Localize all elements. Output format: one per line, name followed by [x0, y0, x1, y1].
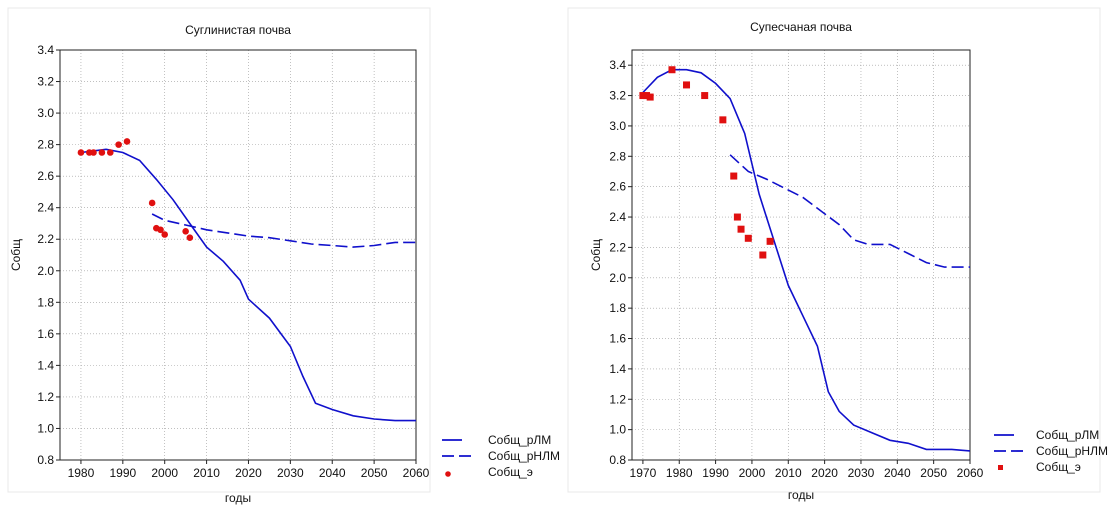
y-tick-label-3: 1.4	[609, 362, 626, 376]
y-tick-label-11: 3.0	[37, 106, 54, 120]
series-собщ-э-point-0	[77, 149, 85, 156]
x-tick-label-3: 2010	[193, 466, 220, 480]
x-tick-label-2: 1990	[702, 466, 729, 480]
legend: Собщ_рЛМ Собщ_рНЛМ Собщ_э	[442, 433, 560, 479]
y-axis-label: Собщ	[9, 239, 23, 271]
series-собщ-э-point-4	[106, 149, 114, 156]
legend-swatch-2	[445, 471, 451, 477]
series-собщ-рнлм-line	[151, 213, 416, 248]
x-axis-label: годы	[225, 491, 251, 505]
x-tick-label-4: 2010	[775, 466, 802, 480]
y-tick-label-6: 2.0	[37, 264, 54, 278]
y-tick-label-5: 1.8	[37, 295, 54, 309]
x-tick-label-2: 2000	[151, 466, 178, 480]
series-собщ-э-point-7	[730, 172, 738, 180]
x-tick-label-1: 1980	[666, 466, 693, 480]
series-собщ-э-point-9	[737, 225, 745, 233]
series-собщ-э-point-9	[157, 226, 164, 234]
series-собщ-э-point-4	[683, 81, 691, 89]
plot-area	[632, 50, 970, 460]
series-собщ-э-point-2	[90, 149, 97, 156]
legend-label-2: Собщ_э	[1036, 460, 1081, 474]
y-tick-label-9: 2.6	[37, 169, 54, 183]
y-tick-label-13: 3.4	[37, 43, 54, 57]
legend-label-0: Собщ_рЛМ	[488, 433, 551, 447]
y-tick-label-4: 1.6	[609, 332, 626, 346]
chart-title: Суглинистая почва	[185, 23, 291, 37]
y-tick-label-0: 0.8	[37, 453, 54, 467]
y-tick-label-10: 2.8	[37, 138, 54, 152]
series-собщ-э-point-10	[744, 234, 752, 242]
y-tick-label-12: 3.2	[609, 89, 626, 103]
series-собщ-э-point-5	[115, 141, 122, 148]
y-tick-label-7: 2.2	[609, 240, 626, 254]
plot-border	[631, 49, 971, 461]
x-tick-label-7: 2040	[884, 466, 911, 480]
x-tick-label-6: 2030	[848, 466, 875, 480]
series-собщ-э-point-3	[98, 149, 106, 156]
x-tick-label-5: 2030	[277, 466, 304, 480]
x-tick-label-6: 2040	[319, 466, 346, 480]
legend-label-1: Собщ_рНЛМ	[488, 449, 560, 463]
x-tick-label-0: 1980	[68, 466, 95, 480]
plot-border	[59, 49, 417, 461]
y-tick-label-4: 1.6	[37, 327, 54, 341]
legend: Собщ_рЛМ Собщ_рНЛМ Собщ_э	[994, 428, 1108, 474]
series-собщ-э-point-12	[766, 237, 774, 245]
y-tick-label-2: 1.2	[37, 390, 54, 404]
series-собщ-э-point-0	[639, 92, 647, 100]
y-tick-label-5: 1.8	[609, 301, 626, 315]
y-tick-label-13: 3.4	[609, 58, 626, 72]
series-собщ-э-point-6	[123, 138, 131, 145]
x-tick-label-0: 1970	[630, 466, 657, 480]
series-собщ-э-point-11	[759, 251, 767, 259]
series-собщ-э-point-10	[161, 231, 169, 238]
x-tick-label-4: 2020	[235, 466, 262, 480]
x-tick-label-8: 2050	[920, 466, 947, 480]
y-tick-label-9: 2.6	[609, 180, 626, 194]
y-axis-label: Собщ	[589, 239, 603, 271]
series-собщ-э-point-5	[701, 92, 709, 100]
y-tick-label-3: 1.4	[37, 358, 54, 372]
x-tick-label-3: 2000	[739, 466, 766, 480]
x-tick-label-7: 2050	[361, 466, 388, 480]
series-собщ-э-point-1	[643, 92, 651, 100]
chart-panel-1: 1980 1990 2000 2010 2020 2030 2040 2050 2060 0.8 1…	[7, 7, 560, 505]
x-axis-label: годы	[788, 488, 814, 502]
series-собщ-э-point-3	[668, 66, 676, 74]
y-tick-label-11: 3.0	[609, 119, 626, 133]
x-tick-label-5: 2020	[811, 466, 838, 480]
y-tick-label-10: 2.8	[609, 149, 626, 163]
y-tick-label-8: 2.4	[37, 201, 54, 215]
x-tick-label-1: 1990	[109, 466, 136, 480]
y-tick-label-0: 0.8	[609, 453, 626, 467]
series-собщ-рлм-line	[642, 68, 970, 452]
y-tick-label-12: 3.2	[37, 75, 54, 89]
series-собщ-э-point-8	[733, 213, 741, 221]
legend-swatch-2	[998, 465, 1003, 470]
y-tick-label-8: 2.4	[609, 210, 626, 224]
series-собщ-э-point-11	[182, 228, 189, 235]
series-собщ-э-point-6	[719, 116, 727, 124]
x-tick-label-9: 2060	[957, 466, 984, 480]
y-tick-label-1: 1.0	[609, 423, 626, 437]
chart-panel-2: 1970 1980 1990 2000 2010 2020 2030 2040 2050 2060…	[567, 7, 1108, 502]
series-собщ-э-point-7	[148, 199, 156, 207]
series-собщ-рлм-line	[80, 148, 416, 422]
series-собщ-рнлм-line	[729, 154, 970, 268]
y-tick-label-1: 1.0	[37, 421, 54, 435]
y-tick-label-2: 1.2	[609, 392, 626, 406]
legend-label-1: Собщ_рНЛМ	[1036, 444, 1108, 458]
chart-title: Супесчаная почва	[750, 20, 852, 34]
series-собщ-э-point-2	[646, 93, 654, 101]
legend-label-0: Собщ_рЛМ	[1036, 428, 1099, 442]
plot-area	[60, 50, 416, 460]
x-tick-label-8: 2060	[403, 466, 430, 480]
y-tick-label-6: 2.0	[609, 271, 626, 285]
y-tick-label-7: 2.2	[37, 232, 54, 246]
series-собщ-э-point-12	[186, 234, 194, 241]
legend-label-2: Собщ_э	[488, 465, 533, 479]
